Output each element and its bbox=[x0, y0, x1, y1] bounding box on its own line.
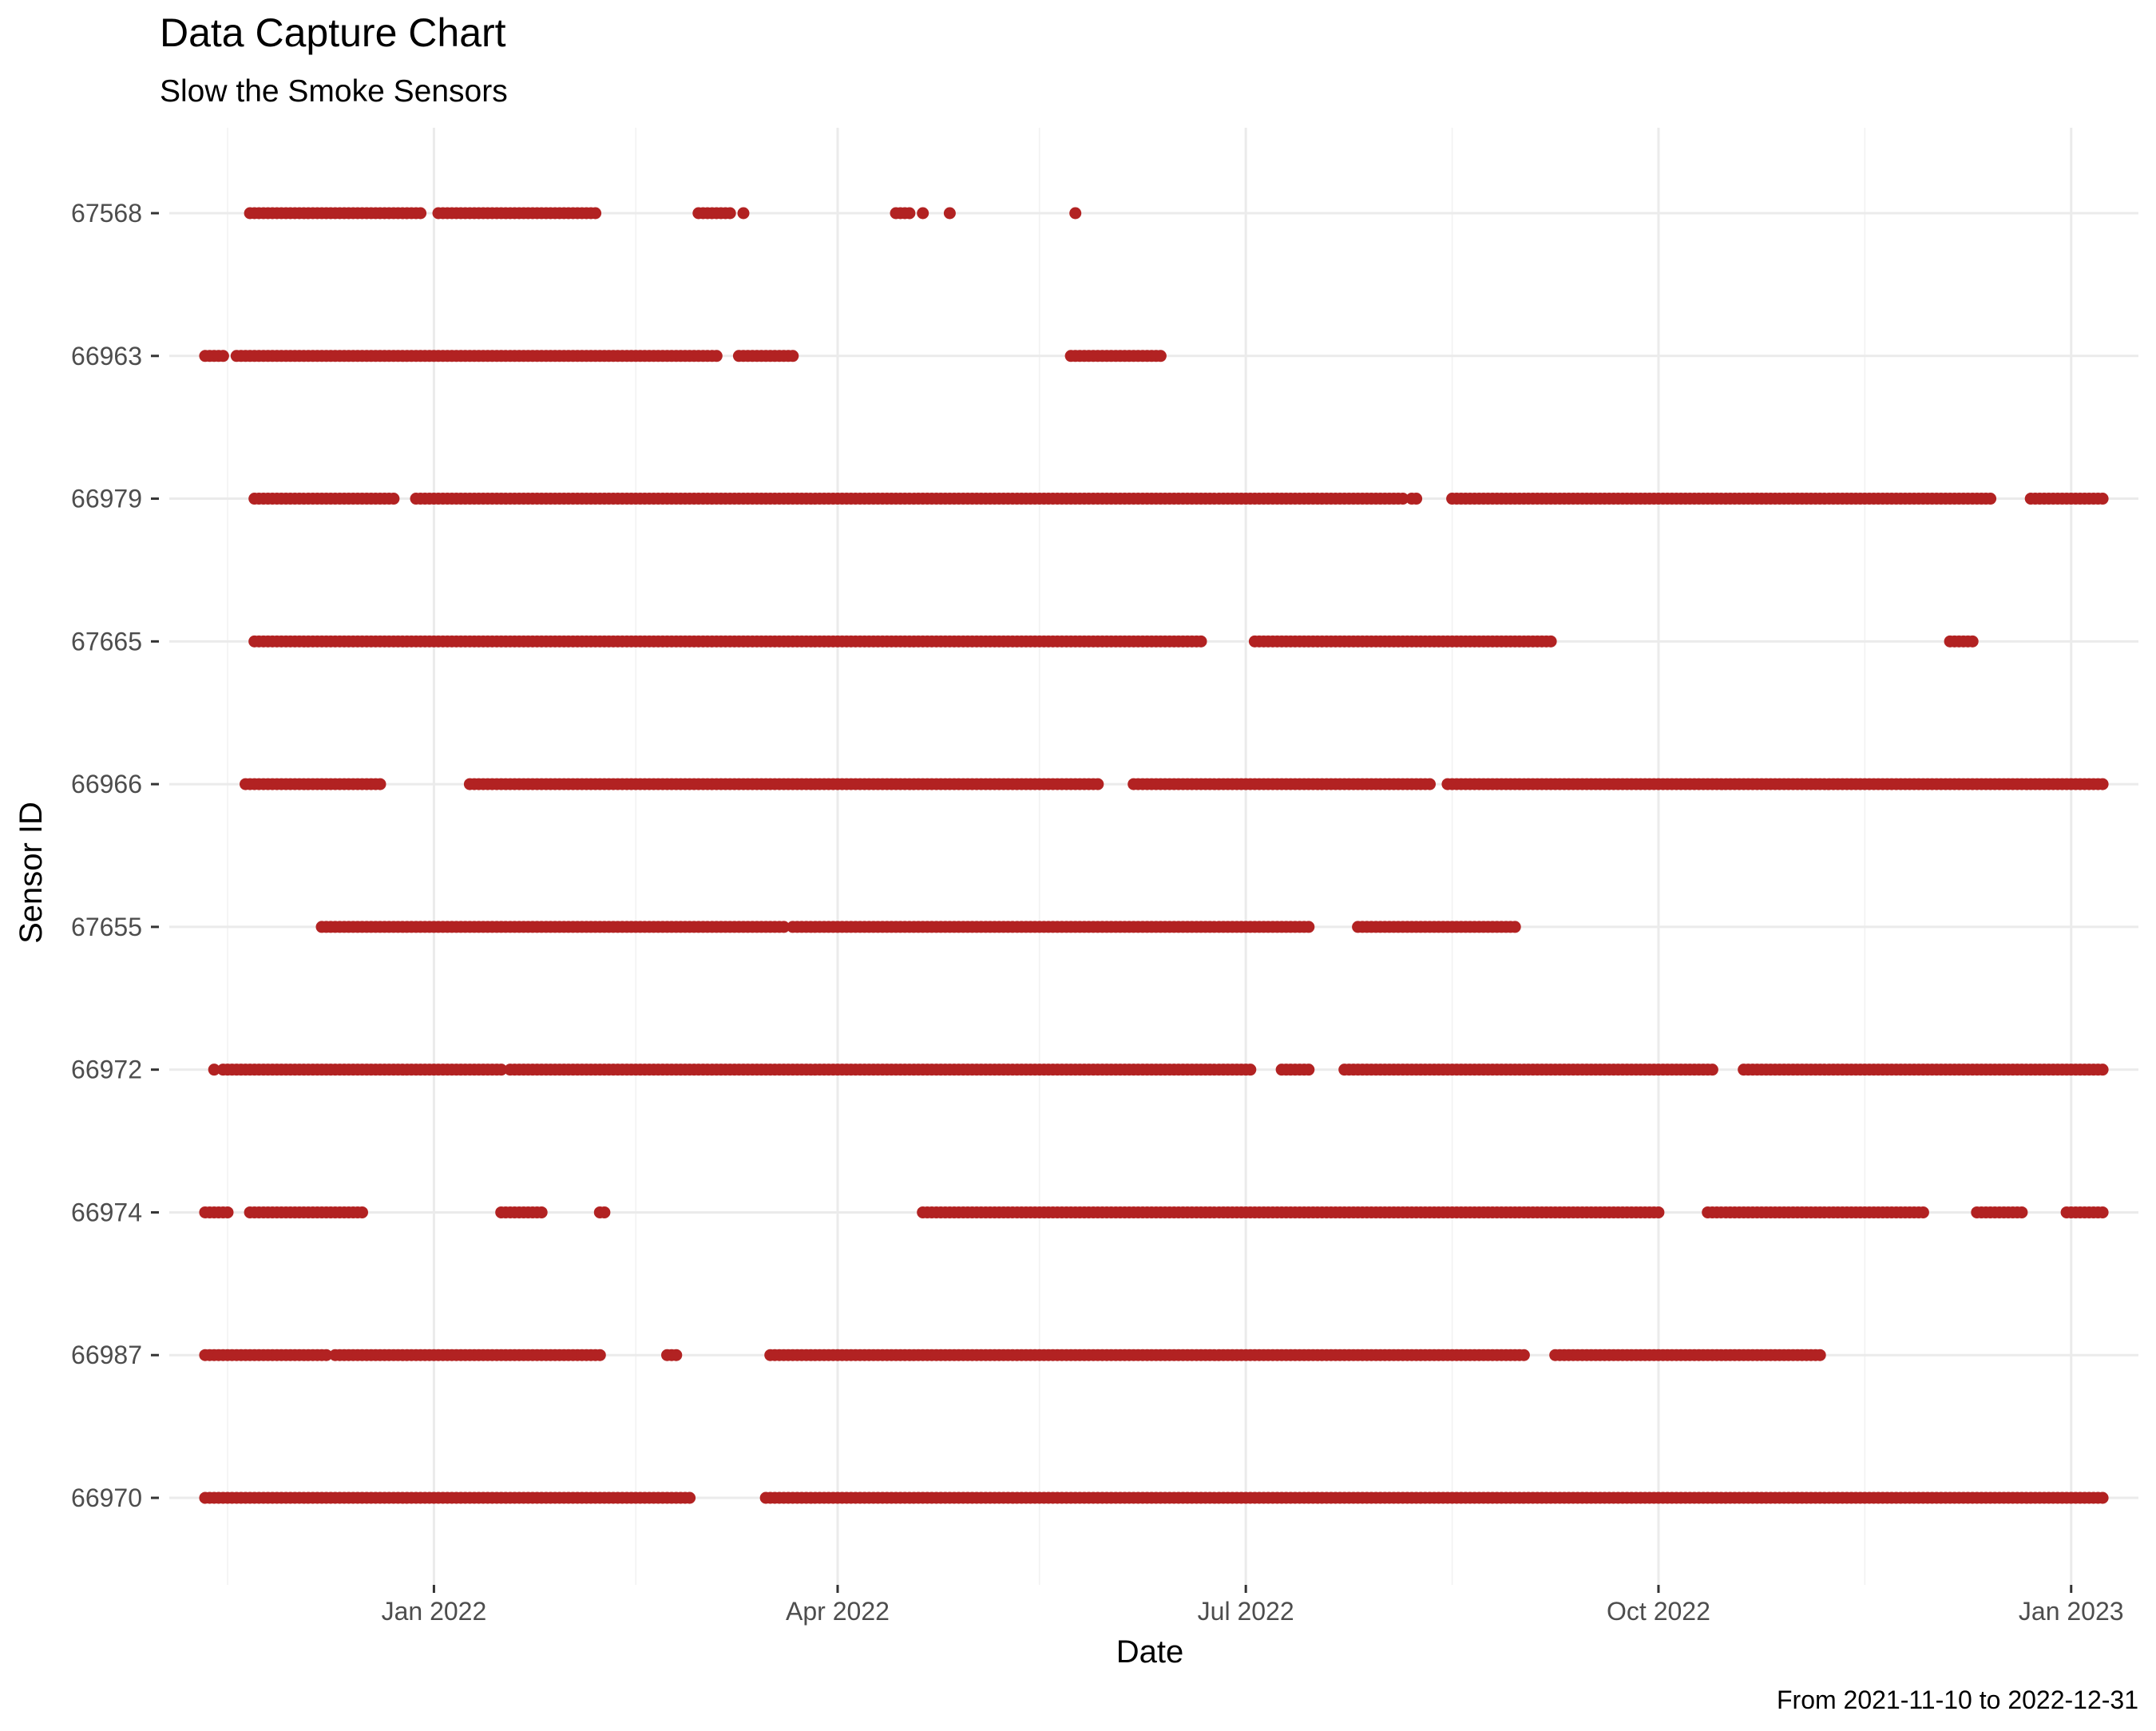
data-point bbox=[737, 207, 750, 220]
y-tick-label: 67655 bbox=[71, 913, 142, 941]
y-tick-label: 66972 bbox=[71, 1056, 142, 1084]
series-66987 bbox=[199, 1349, 1826, 1361]
y-tick-label: 66963 bbox=[71, 342, 142, 370]
data-point bbox=[1813, 1349, 1826, 1361]
data-point bbox=[1517, 1349, 1530, 1361]
series-66979 bbox=[248, 493, 2109, 505]
y-tick-label: 66970 bbox=[71, 1483, 142, 1512]
y-tick-label: 66979 bbox=[71, 485, 142, 513]
data-point bbox=[943, 207, 956, 220]
data-point bbox=[598, 1206, 611, 1218]
data-point bbox=[593, 1349, 606, 1361]
data-point bbox=[1302, 921, 1315, 933]
data-point bbox=[1706, 1064, 1718, 1076]
data-point bbox=[1302, 1064, 1315, 1076]
data-point bbox=[387, 493, 400, 505]
data-point bbox=[1424, 778, 1436, 790]
data-point bbox=[1092, 778, 1104, 790]
data-point bbox=[2096, 1206, 2109, 1218]
data-point bbox=[495, 1064, 508, 1076]
data-point bbox=[356, 1206, 368, 1218]
series-67665 bbox=[248, 635, 1979, 648]
series-66966 bbox=[240, 778, 2109, 790]
y-tick-label: 66987 bbox=[71, 1341, 142, 1369]
data-point bbox=[2096, 1491, 2109, 1504]
data-point bbox=[1154, 350, 1167, 362]
data-point bbox=[216, 350, 229, 362]
x-tick-label: Jul 2022 bbox=[1198, 1597, 1294, 1626]
data-point bbox=[221, 1206, 234, 1218]
data-point bbox=[1652, 1206, 1665, 1218]
axis-ticks: 66970 66987 66974 66972 67655 66966 67665 66979… bbox=[71, 199, 2124, 1626]
y-axis-title: Sensor ID bbox=[14, 802, 49, 944]
y-tick-label: 66974 bbox=[71, 1198, 142, 1226]
x-tick-label: Apr 2022 bbox=[786, 1597, 890, 1626]
data-point bbox=[2096, 1064, 2109, 1076]
data-point bbox=[917, 207, 929, 220]
x-tick-label: Oct 2022 bbox=[1607, 1597, 1710, 1626]
data-point bbox=[1966, 635, 1979, 648]
data-point bbox=[535, 1206, 548, 1218]
data-point bbox=[208, 1064, 220, 1076]
chart-subtitle: Slow the Smoke Sensors bbox=[160, 74, 508, 109]
data-point bbox=[2096, 493, 2109, 505]
y-tick-label: 67665 bbox=[71, 627, 142, 656]
chart-title: Data Capture Chart bbox=[160, 10, 506, 55]
data-point bbox=[684, 1491, 696, 1504]
data-point bbox=[2096, 778, 2109, 790]
series-67568 bbox=[244, 207, 1082, 220]
x-tick-label: Jan 2022 bbox=[382, 1597, 487, 1626]
data-point bbox=[1069, 207, 1082, 220]
data-point bbox=[1244, 1064, 1257, 1076]
data-point bbox=[1508, 921, 1521, 933]
x-axis-title: Date bbox=[1116, 1634, 1184, 1670]
series-66974 bbox=[199, 1206, 2109, 1218]
series-66972 bbox=[208, 1064, 2109, 1076]
data-point bbox=[2015, 1206, 2028, 1218]
data-point bbox=[670, 1349, 683, 1361]
y-tick-label: 66966 bbox=[71, 770, 142, 798]
data-point bbox=[374, 778, 386, 790]
data-point bbox=[320, 1349, 333, 1361]
data-point bbox=[787, 350, 799, 362]
data-point bbox=[1397, 493, 1409, 505]
data-points bbox=[199, 207, 2109, 1504]
data-point bbox=[710, 350, 723, 362]
y-tick-label: 67568 bbox=[71, 199, 142, 228]
data-point bbox=[723, 207, 736, 220]
grid-lines bbox=[169, 128, 2138, 1585]
chart-caption: From 2021-11-10 to 2022-12-31 bbox=[1777, 1685, 2138, 1714]
data-point bbox=[1410, 493, 1423, 505]
series-67655 bbox=[315, 921, 1521, 933]
x-tick-label: Jan 2023 bbox=[2019, 1597, 2124, 1626]
data-point bbox=[414, 207, 427, 220]
data-point bbox=[1195, 635, 1207, 648]
data-point bbox=[778, 921, 791, 933]
series-66970 bbox=[199, 1491, 2109, 1504]
data-point bbox=[1544, 635, 1557, 648]
data-point bbox=[1984, 493, 1997, 505]
data-point bbox=[903, 207, 916, 220]
data-point bbox=[589, 207, 602, 220]
data-point bbox=[1916, 1206, 1929, 1218]
series-66963 bbox=[199, 350, 1167, 362]
